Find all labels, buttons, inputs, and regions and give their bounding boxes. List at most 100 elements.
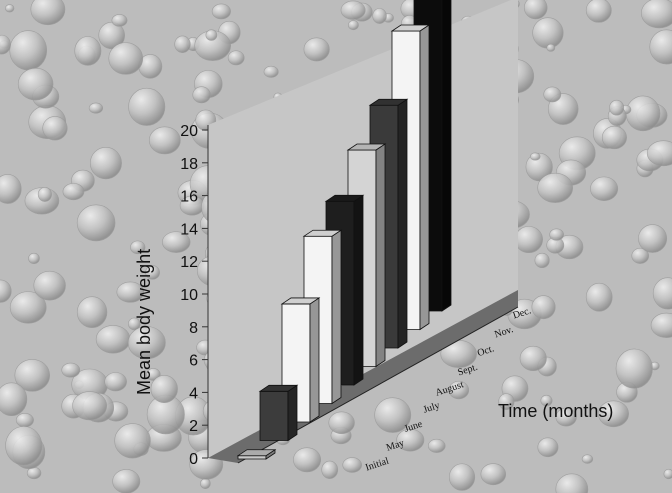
water-drop [0,279,12,303]
water-drop [104,372,127,392]
water-drop [631,247,650,264]
bar-top [390,24,431,32]
water-drop [546,43,556,52]
water-drop [227,50,245,66]
bars [236,0,452,460]
bar-front [259,390,289,441]
water-drop [529,152,541,161]
water-drop [33,270,66,301]
water-drop [427,438,446,453]
bar-top [258,384,299,392]
water-drop [263,65,279,78]
water-drop [340,0,366,20]
water-drop [76,296,108,329]
bar-side [309,297,320,423]
water-drop [598,400,629,428]
water-drop [540,394,553,407]
water-drop [543,86,562,103]
water-drop [537,172,574,203]
water-drop [646,140,672,167]
water-drop [523,0,548,20]
y-tick-label: 8 [189,320,198,337]
water-drop [211,3,231,20]
water-drop [111,14,128,27]
water-drop [650,312,672,338]
water-drop [537,437,559,458]
y-tick-label: 2 [189,418,198,435]
water-drop [14,359,51,392]
water-drop [0,382,28,417]
water-drop [148,126,181,155]
water-drop [321,460,339,479]
bar-top [346,143,387,151]
water-drop [112,469,141,493]
water-drop [108,42,144,75]
x-tick-label: Oct. [476,343,496,359]
bar-side [397,98,408,349]
water-drop [30,0,66,26]
water-drop [62,183,85,201]
x-tick-label: May [385,438,406,454]
y-tick-label: 4 [189,385,198,402]
water-drop [174,35,191,53]
water-drop [638,224,668,253]
water-drop [145,265,160,280]
x-tick-label: July [422,400,441,416]
water-drop [15,413,34,428]
water-drop [585,0,612,23]
water-drop [525,152,553,182]
y-tick-label: 16 [180,189,198,206]
bar-june [280,297,321,423]
water-drop [5,4,15,13]
water-drop [590,176,619,201]
water-drop [114,423,151,459]
water-drop [5,426,43,466]
x-axis-title: Time (months) [498,401,613,421]
water-drop [585,282,613,312]
bar-side [287,384,298,442]
water-drop [347,20,359,31]
water-drop [649,29,672,65]
y-tick-label: 12 [180,254,198,271]
water-drop [9,30,48,71]
water-drop [89,147,122,180]
y-tick-label: 6 [189,353,198,370]
water-drop [162,231,191,253]
y-tick-label: 14 [180,221,198,238]
bar-front [237,455,267,460]
water-drop [448,380,470,400]
water-drop [640,0,672,29]
water-drop [76,204,116,242]
y-axis-title: Mean body weight [134,249,154,395]
bar-side [353,194,364,386]
bar-side [441,0,452,312]
water-drop [448,463,476,491]
water-drop [615,348,653,389]
water-drop [293,447,322,473]
water-drop [72,391,108,421]
y-tick-label: 0 [189,451,198,468]
water-drop [9,291,47,324]
water-drop [549,228,564,241]
water-drop [555,407,577,427]
water-drop [28,252,40,265]
bar-may [258,384,299,442]
bar-initial [236,448,277,460]
water-drop [61,362,81,378]
water-drop [625,95,661,132]
water-drop [0,174,22,204]
water-drop [192,86,211,104]
water-drop [95,325,131,354]
water-drop [555,473,589,493]
y-tick-label: 10 [180,287,198,304]
water-drop [652,277,672,310]
water-drop [480,463,507,486]
water-drop [17,67,54,101]
water-drop [116,281,145,303]
water-drop [532,17,564,49]
water-drop [0,34,11,55]
water-drop [498,393,515,410]
water-drop [581,454,594,464]
bar-top [302,229,343,237]
